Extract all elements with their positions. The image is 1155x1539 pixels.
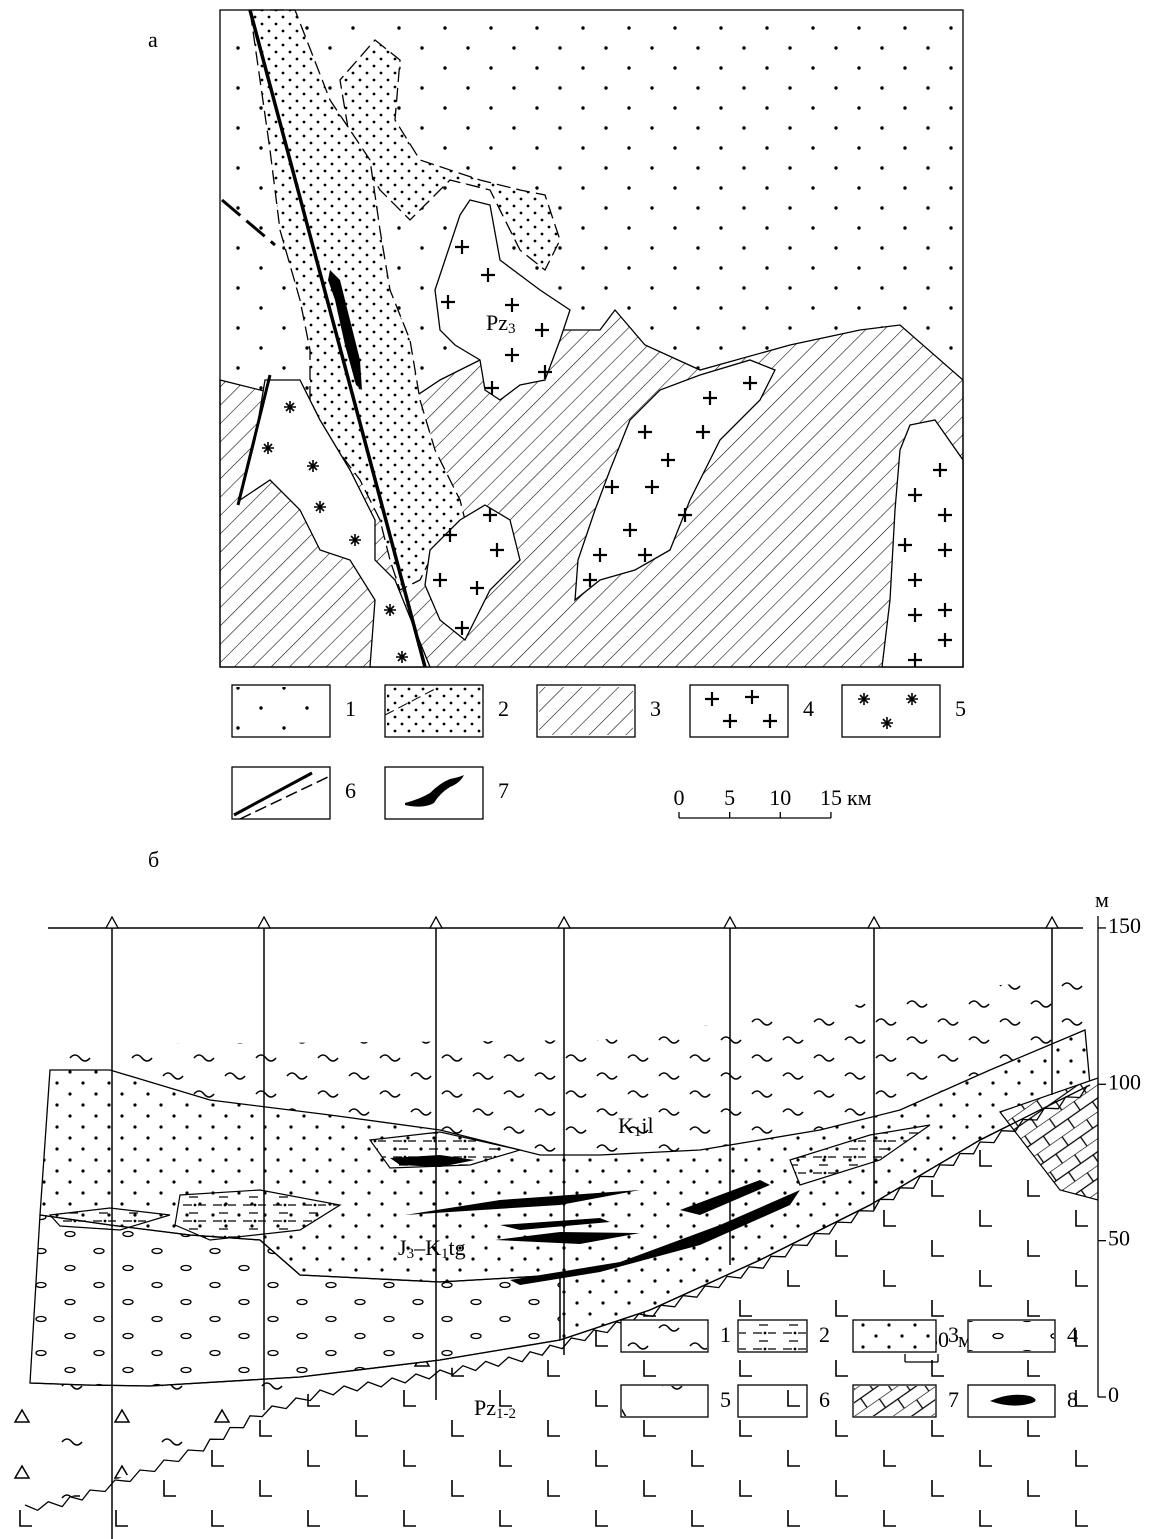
scale-label: 10 [769, 785, 791, 810]
borehole-marker [106, 917, 118, 928]
subscript: 3 [407, 1246, 415, 1262]
formula-part: tg [448, 1235, 465, 1260]
legend-swatch-fill [739, 1386, 806, 1416]
formula-part: K [618, 1113, 634, 1138]
legend-label: 7 [498, 778, 509, 803]
subscript: 1-2 [496, 1406, 516, 1422]
map: Pz3 [220, 10, 963, 667]
borehole-marker [1046, 917, 1058, 928]
legend-label: 1 [345, 696, 356, 721]
scale-label: 5 [724, 785, 735, 810]
legend-swatch [690, 685, 788, 737]
borehole-marker [868, 917, 880, 928]
legend-swatch-fill [969, 1321, 1054, 1351]
formula-part: il [641, 1113, 653, 1138]
axis-label: 0 [1108, 1382, 1119, 1407]
subscript: 1 [441, 1246, 449, 1262]
legend-swatch-fill [387, 687, 481, 735]
formula-part: –K [413, 1235, 441, 1260]
legend-swatch-fill [739, 1321, 806, 1351]
legend-label: 4 [803, 696, 814, 721]
subscript: 1 [634, 1124, 642, 1140]
axis-unit: м [1095, 887, 1109, 912]
legend-label: 6 [819, 1387, 830, 1412]
borehole-marker [724, 917, 736, 928]
depth-axis: 150 100 50 0 м [1095, 887, 1141, 1407]
legend-swatch-fill [539, 687, 633, 735]
legend-label: 8 [1067, 1387, 1078, 1412]
formula-part: Pz [474, 1395, 496, 1420]
legend-swatch [232, 767, 330, 819]
legend-label: 2 [819, 1322, 830, 1347]
legend-label: 3 [650, 696, 661, 721]
scale-unit: км [847, 785, 872, 810]
axis-label: 50 [1108, 1226, 1130, 1251]
borehole-marker [430, 917, 442, 928]
legend-label: 3 [948, 1322, 959, 1347]
axis-label: 150 [1108, 913, 1141, 938]
scale-label: 0 [674, 785, 685, 810]
legend-label: 4 [1067, 1322, 1078, 1347]
subscript: 3 [508, 321, 516, 337]
legend-swatch-fill [234, 687, 328, 735]
borehole-marker [258, 917, 270, 928]
figure: а Pz3 1234567 051015км б K1il J3–K1tg Pz… [0, 0, 1155, 1539]
legend-swatch [842, 685, 940, 737]
borehole-marker [558, 917, 570, 928]
axis-label: 100 [1108, 1069, 1141, 1094]
panel-label: б [148, 847, 159, 872]
legend-label: 1 [720, 1322, 731, 1347]
panel-label: а [148, 27, 158, 52]
legend-label: 6 [345, 778, 356, 803]
legend-swatch-fill [622, 1321, 707, 1351]
formula-part: Pz [486, 310, 508, 335]
legend-swatch-fill [854, 1386, 935, 1416]
legend-swatch-fill [622, 1386, 707, 1416]
legend-label: 5 [955, 696, 966, 721]
legend-label: 5 [720, 1387, 731, 1412]
legend-swatch-fill [854, 1321, 935, 1351]
scale-label: 15 [820, 785, 842, 810]
cross-section: K1il J3–K1tg Pz1-2 [0, 917, 1098, 1539]
legend-label: 7 [948, 1387, 959, 1412]
legend-label: 2 [498, 696, 509, 721]
